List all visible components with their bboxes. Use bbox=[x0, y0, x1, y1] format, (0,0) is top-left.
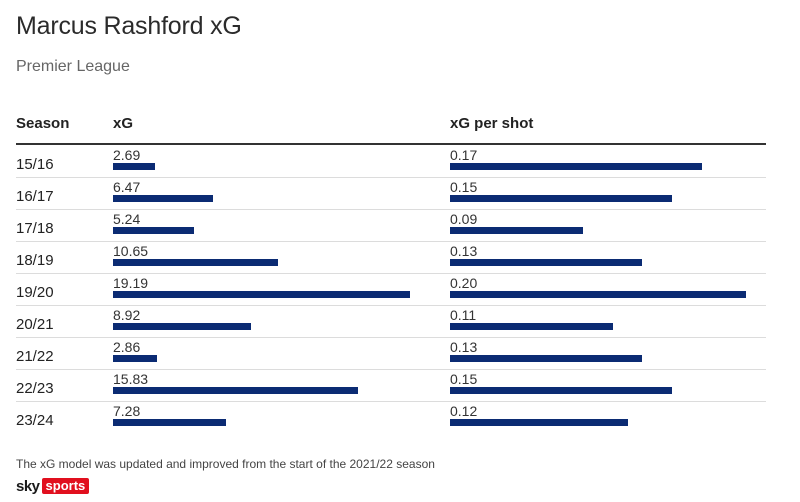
xg-per-shot-value-label: 0.20 bbox=[450, 275, 478, 291]
xg-per-shot-value-label: 0.15 bbox=[450, 371, 478, 387]
xg-per-shot-bar bbox=[450, 195, 672, 202]
xg-value-label: 6.47 bbox=[113, 179, 141, 195]
logo-sky-text: sky bbox=[16, 477, 40, 495]
xg-value-label: 8.92 bbox=[113, 307, 141, 323]
table-row: 21/22 2.86 0.13 bbox=[16, 338, 766, 370]
chart-title: Marcus Rashford xG bbox=[16, 12, 242, 40]
season-label: 16/17 bbox=[16, 188, 54, 205]
chart-rows: 15/16 2.69 0.17 16/17 6.47 0.15 17/18 5.24 0.09 1… bbox=[16, 146, 766, 434]
xg-value-label: 7.28 bbox=[113, 403, 141, 419]
season-label: 23/24 bbox=[16, 412, 54, 429]
season-label: 15/16 bbox=[16, 156, 54, 173]
xg-bar bbox=[113, 387, 358, 394]
table-row: 18/19 10.65 0.13 bbox=[16, 242, 766, 274]
xg-per-shot-value-label: 0.11 bbox=[450, 307, 477, 323]
table-row: 19/20 19.19 0.20 bbox=[16, 274, 766, 306]
season-label: 22/23 bbox=[16, 380, 54, 397]
xg-per-shot-value-label: 0.13 bbox=[450, 339, 478, 355]
xg-bar bbox=[113, 323, 251, 330]
xg-value-label: 2.86 bbox=[113, 339, 141, 355]
row-divider bbox=[16, 209, 766, 210]
xg-per-shot-bar bbox=[450, 387, 672, 394]
season-label: 20/21 bbox=[16, 316, 54, 333]
row-divider bbox=[16, 177, 766, 178]
xg-value-label: 10.65 bbox=[113, 243, 149, 259]
row-divider bbox=[16, 273, 766, 274]
xg-per-shot-value-label: 0.17 bbox=[450, 147, 478, 163]
season-label: 19/20 bbox=[16, 284, 54, 301]
header-divider bbox=[16, 143, 766, 145]
column-header-xg-per-shot: xG per shot bbox=[450, 115, 534, 132]
sky-sports-logo: sky sports bbox=[16, 477, 90, 495]
xg-bar bbox=[113, 227, 194, 234]
row-divider bbox=[16, 337, 766, 338]
logo-sports-text: sports bbox=[41, 478, 90, 494]
xg-per-shot-value-label: 0.13 bbox=[450, 243, 478, 259]
xg-per-shot-bar bbox=[450, 355, 642, 362]
xg-per-shot-value-label: 0.12 bbox=[450, 403, 478, 419]
xg-per-shot-bar bbox=[450, 163, 702, 170]
xg-bar bbox=[113, 419, 226, 426]
xg-bar bbox=[113, 355, 157, 362]
table-row: 16/17 6.47 0.15 bbox=[16, 178, 766, 210]
row-divider bbox=[16, 305, 766, 306]
xg-bar bbox=[113, 163, 155, 170]
xg-value-label: 5.24 bbox=[113, 211, 141, 227]
table-row: 23/24 7.28 0.12 bbox=[16, 402, 766, 434]
row-divider bbox=[16, 241, 766, 242]
row-divider bbox=[16, 401, 766, 402]
xg-bar bbox=[113, 259, 278, 266]
season-label: 21/22 bbox=[16, 348, 54, 365]
xg-value-label: 2.69 bbox=[113, 147, 141, 163]
column-header-season: Season bbox=[16, 115, 70, 132]
xg-per-shot-bar bbox=[450, 291, 746, 298]
xg-value-label: 19.19 bbox=[113, 275, 149, 291]
xg-per-shot-value-label: 0.09 bbox=[450, 211, 478, 227]
table-row: 22/23 15.83 0.15 bbox=[16, 370, 766, 402]
column-header-xg: xG bbox=[113, 115, 134, 132]
table-row: 17/18 5.24 0.09 bbox=[16, 210, 766, 242]
xg-per-shot-bar bbox=[450, 259, 642, 266]
xg-bar bbox=[113, 291, 410, 298]
xg-per-shot-bar bbox=[450, 227, 583, 234]
xg-value-label: 15.83 bbox=[113, 371, 149, 387]
table-row: 20/21 8.92 0.11 bbox=[16, 306, 766, 338]
chart-subtitle: Premier League bbox=[16, 58, 130, 75]
footnote: The xG model was updated and improved fr… bbox=[16, 457, 435, 471]
xg-per-shot-value-label: 0.15 bbox=[450, 179, 478, 195]
season-label: 18/19 bbox=[16, 252, 54, 269]
season-label: 17/18 bbox=[16, 220, 54, 237]
row-divider bbox=[16, 369, 766, 370]
xg-bar bbox=[113, 195, 213, 202]
xg-per-shot-bar bbox=[450, 419, 628, 426]
xg-per-shot-bar bbox=[450, 323, 613, 330]
table-row: 15/16 2.69 0.17 bbox=[16, 146, 766, 178]
